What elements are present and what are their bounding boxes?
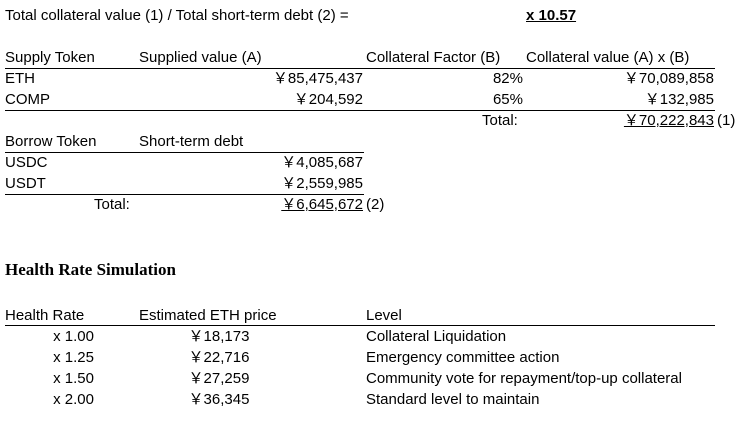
- simulation-row-2-rate: x 1.25: [53, 349, 94, 366]
- simulation-row-3-price: ￥27,259: [188, 370, 250, 387]
- simulation-title: Health Rate Simulation: [5, 260, 176, 279]
- borrow-row-usdt-debt: ￥2,559,985: [281, 175, 363, 192]
- simulation-row-2-price: ￥22,716: [188, 349, 250, 366]
- borrow-header-debt: Short-term debt: [139, 133, 244, 150]
- supply-row-eth-token: ETH: [5, 70, 35, 87]
- supply-header-rule: [5, 68, 715, 69]
- supply-row-comp-supplied: ￥204,592: [293, 91, 363, 108]
- borrow-header-rule: [5, 152, 364, 153]
- simulation-row-3-rate: x 1.50: [53, 370, 94, 387]
- supply-row-eth-supplied: ￥85,475,437: [272, 70, 363, 87]
- supply-row-comp-factor: 65%: [492, 91, 523, 108]
- supply-total-value: ￥70,222,843: [623, 112, 714, 129]
- simulation-row-1-rate: x 1.00: [53, 328, 94, 345]
- simulation-header-rule: [5, 325, 715, 326]
- simulation-row-4-rate: x 2.00: [53, 391, 94, 408]
- supply-total-label: Total:: [482, 112, 518, 129]
- borrow-row-usdc-debt: ￥4,085,687: [281, 154, 363, 171]
- supply-header-token: Supply Token: [5, 49, 95, 66]
- borrow-row-usdc-token: USDC: [5, 154, 48, 171]
- supply-total-ref: (1): [717, 112, 736, 129]
- simulation-header-rate: Health Rate: [5, 307, 85, 324]
- simulation-header-level: Level: [366, 307, 402, 324]
- borrow-header-token: Borrow Token: [5, 133, 97, 150]
- supply-header-collateral: Collateral value (A) x (B): [526, 49, 690, 66]
- supply-body-rule: [5, 110, 715, 111]
- simulation-row-4-price: ￥36,345: [188, 391, 250, 408]
- borrow-total-label: Total:: [94, 196, 130, 213]
- ratio-label: Total collateral value (1) / Total short…: [5, 7, 349, 24]
- supply-header-supplied: Supplied value (A): [139, 49, 262, 66]
- simulation-row-1-price: ￥18,173: [188, 328, 250, 345]
- supply-row-comp-collateral: ￥132,985: [644, 91, 714, 108]
- borrow-body-rule: [5, 194, 364, 195]
- ratio-value: x 10.57: [526, 7, 577, 24]
- simulation-row-2-level: Emergency committee action: [366, 349, 560, 366]
- borrow-total-value: ￥6,645,672: [281, 196, 363, 213]
- borrow-row-usdt-token: USDT: [5, 175, 46, 192]
- simulation-header-price: Estimated ETH price: [139, 307, 277, 324]
- borrow-total-ref: (2): [366, 196, 385, 213]
- supply-header-factor: Collateral Factor (B): [366, 49, 501, 66]
- supply-row-comp-token: COMP: [5, 91, 50, 108]
- supply-row-eth-collateral: ￥70,089,858: [623, 70, 714, 87]
- simulation-row-3-level: Community vote for repayment/top-up coll…: [366, 370, 682, 387]
- supply-row-eth-factor: 82%: [492, 70, 523, 87]
- simulation-row-4-level: Standard level to maintain: [366, 391, 540, 408]
- simulation-row-1-level: Collateral Liquidation: [366, 328, 507, 345]
